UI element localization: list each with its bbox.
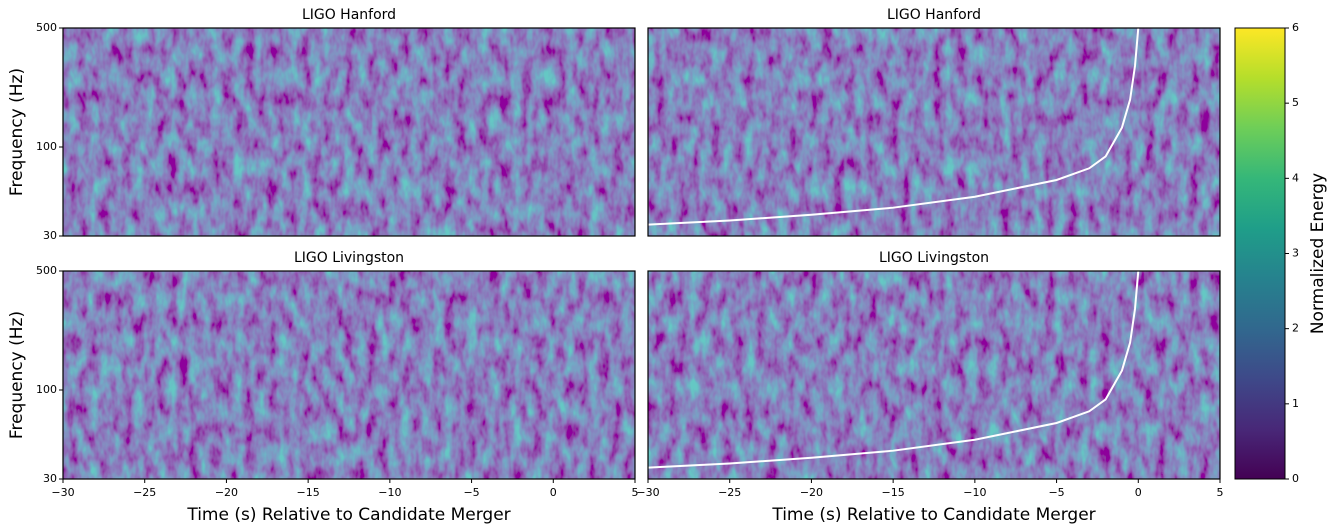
y-tick-label: 500 [36, 21, 57, 34]
y-tick-label: 30 [43, 229, 57, 242]
plot-frame [647, 270, 1221, 480]
y-tick-label: 100 [36, 140, 57, 153]
plot-frame [62, 270, 636, 480]
spectrogram [648, 28, 1220, 236]
colorbar-label: Normalized Energy [1308, 173, 1328, 334]
x-tick-label: −10 [963, 486, 986, 499]
chirp-track [647, 27, 1140, 226]
panel-title: LIGO Hanford [887, 7, 981, 23]
y-tick-label: 500 [36, 264, 57, 277]
x-tick-label: −30 [51, 486, 74, 499]
colorbar-tick-label: 6 [1292, 21, 1299, 34]
colorbar-tick-label: 5 [1292, 96, 1299, 109]
chirp-track [647, 270, 1140, 469]
x-tick-label: −20 [215, 486, 238, 499]
y-tick-label: 100 [36, 383, 57, 396]
x-tick-label: −5 [1048, 486, 1064, 499]
colorbar-tick-label: 0 [1292, 472, 1299, 485]
x-axis-label: Time (s) Relative to Candidate Merger [186, 505, 510, 525]
x-tick-label: −20 [800, 486, 823, 499]
plot-frame [62, 27, 636, 237]
x-axis-label: Time (s) Relative to Candidate Merger [771, 505, 1095, 525]
x-tick-label: −10 [378, 486, 401, 499]
x-tick-label: −25 [718, 486, 741, 499]
x-tick-label: −5 [463, 486, 479, 499]
x-tick-label: −25 [133, 486, 156, 499]
x-tick-label: 5 [1217, 486, 1224, 499]
x-tick-label: 0 [1135, 486, 1142, 499]
colorbar-tick-label: 2 [1292, 322, 1299, 335]
x-tick-label: −30 [636, 486, 659, 499]
colorbar [1234, 27, 1286, 480]
y-axis-label: Frequency (Hz) [7, 311, 27, 439]
x-tick-label: −15 [297, 486, 320, 499]
x-tick-label: 0 [550, 486, 557, 499]
y-axis-label: Frequency (Hz) [7, 68, 27, 196]
y-tick-label: 30 [43, 472, 57, 485]
spectrogram [63, 28, 635, 236]
panel-title: LIGO Livingston [294, 250, 404, 266]
plot-frame [647, 27, 1221, 237]
colorbar-tick-label: 3 [1292, 247, 1299, 260]
spectrogram [648, 271, 1220, 479]
x-tick-label: −15 [882, 486, 905, 499]
colorbar-tick-label: 1 [1292, 397, 1299, 410]
spectrogram [63, 271, 635, 479]
panel-title: LIGO Hanford [302, 7, 396, 23]
x-tick-label: 5 [632, 486, 639, 499]
panel-title: LIGO Livingston [879, 250, 989, 266]
colorbar-tick-label: 4 [1292, 171, 1299, 184]
